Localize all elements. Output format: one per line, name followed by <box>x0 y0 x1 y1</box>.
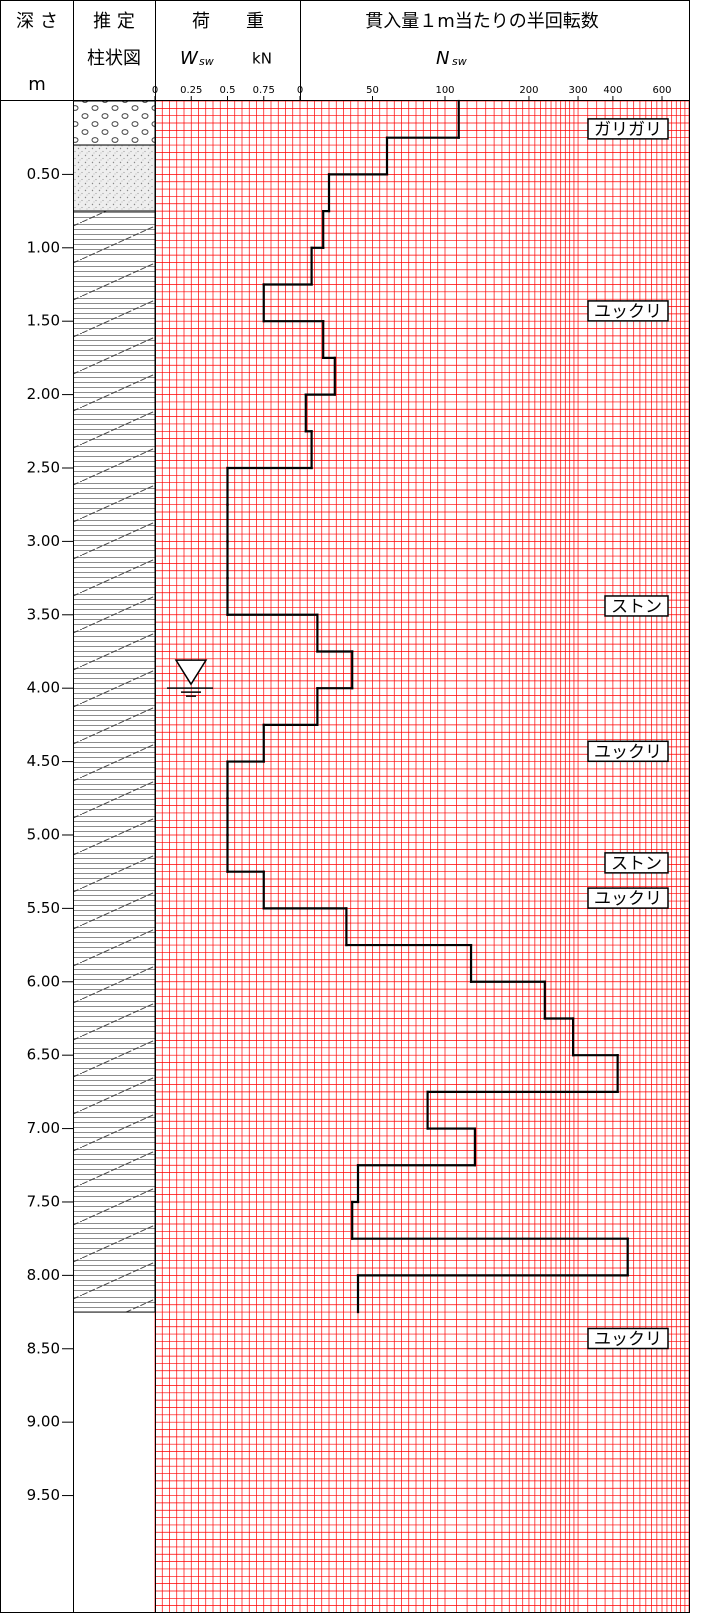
w-tick-label: 0 <box>152 85 158 96</box>
y-tick-label: 7.50 <box>27 1192 60 1210</box>
y-tick-label: 2.00 <box>27 385 60 403</box>
groundwater-symbol <box>167 659 213 697</box>
y-tick-label: 0.50 <box>27 165 60 183</box>
stratum <box>73 100 156 146</box>
annotation-text: ストン <box>611 597 662 617</box>
annotation-box <box>604 595 669 617</box>
load-header: 荷 重 <box>192 11 264 32</box>
y-tick-label: 1.00 <box>27 238 60 256</box>
y-tick-label: 9.00 <box>27 1413 60 1431</box>
strata-header: 推 定 <box>93 11 135 32</box>
y-tick-label: 8.00 <box>27 1266 60 1284</box>
x-tick-label: 0 <box>297 85 303 96</box>
annotation-box <box>587 1327 669 1350</box>
y-tick-label: 4.00 <box>27 679 60 697</box>
annotation-text: ユックリ <box>594 302 662 322</box>
x-tick-label: 400 <box>603 85 622 96</box>
grid <box>154 100 690 1613</box>
y-tick-label: 6.00 <box>27 972 60 990</box>
annotation-box <box>604 852 669 874</box>
x-tick-label: 200 <box>519 85 538 96</box>
y-tick-label: 7.00 <box>27 1119 60 1137</box>
x-tick-label: 300 <box>569 85 588 96</box>
y-tick-label: 3.50 <box>27 605 60 623</box>
y-tick-label: 3.00 <box>27 532 60 550</box>
w-tick-label: 0.25 <box>180 85 202 96</box>
nsw-symbol-sub: sw <box>452 55 467 68</box>
annotation-box <box>587 300 669 322</box>
y-tick-label: 5.00 <box>27 825 60 843</box>
y-tick-label: 1.50 <box>27 312 60 330</box>
w-tick-label: 0.5 <box>220 85 236 96</box>
annotation-text: ストン <box>611 854 662 874</box>
depth-unit: m <box>28 74 46 95</box>
strata-subheader: 柱状図 <box>87 48 141 69</box>
y-tick-label: 2.50 <box>27 458 60 476</box>
x-tick-label: 100 <box>435 85 454 96</box>
stratum <box>73 210 156 1313</box>
load-unit: kN <box>252 50 272 68</box>
y-tick-label: 8.50 <box>27 1339 60 1357</box>
annotation-box <box>587 118 669 140</box>
annotation-box <box>587 887 669 909</box>
depth-header: 深 さ <box>16 11 58 32</box>
nsw-symbol: N <box>436 48 449 69</box>
x-tick-label: 50 <box>366 85 379 96</box>
annotation-text: ユックリ <box>594 742 662 762</box>
w-tick-label: 0.75 <box>253 85 275 96</box>
load-symbol-sub: sw <box>199 55 214 68</box>
annotation-text: ユックリ <box>594 889 662 909</box>
stratum <box>73 144 156 212</box>
y-tick-label: 4.50 <box>27 752 60 770</box>
nsw-header: 貫入量１m当たりの半回転数 <box>365 11 599 32</box>
y-tick-label: 5.50 <box>27 899 60 917</box>
annotation-text: ユックリ <box>594 1329 662 1349</box>
load-symbol: W <box>180 48 199 69</box>
annotation-text: ガリガリ <box>594 120 662 140</box>
y-tick-label: 6.50 <box>27 1046 60 1064</box>
annotation-box <box>587 740 669 763</box>
x-tick-label: 600 <box>652 85 671 96</box>
y-tick-label: 9.50 <box>27 1486 60 1504</box>
